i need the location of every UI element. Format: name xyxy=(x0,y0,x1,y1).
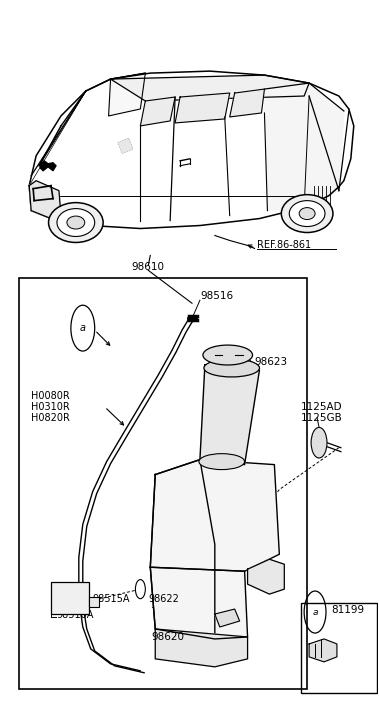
Text: 98622: 98622 xyxy=(148,594,179,604)
Circle shape xyxy=(135,579,145,599)
Ellipse shape xyxy=(67,216,85,229)
Text: 98623: 98623 xyxy=(255,357,288,367)
Polygon shape xyxy=(265,83,344,211)
Polygon shape xyxy=(309,639,337,662)
Polygon shape xyxy=(29,181,61,220)
Text: a: a xyxy=(312,608,318,616)
Text: REF.86-861: REF.86-861 xyxy=(257,241,312,251)
Text: H0080R: H0080R xyxy=(31,391,70,401)
Ellipse shape xyxy=(204,359,260,377)
Polygon shape xyxy=(109,73,145,116)
Text: 1125GB: 1125GB xyxy=(301,413,343,423)
Ellipse shape xyxy=(199,454,244,470)
FancyBboxPatch shape xyxy=(89,597,99,607)
Text: a: a xyxy=(80,323,86,333)
Polygon shape xyxy=(111,75,309,101)
Text: 98516: 98516 xyxy=(200,292,233,301)
Polygon shape xyxy=(150,459,215,639)
Text: H0310R: H0310R xyxy=(31,402,70,411)
Ellipse shape xyxy=(57,209,95,236)
Ellipse shape xyxy=(49,203,103,243)
Circle shape xyxy=(311,427,327,458)
Text: 98610: 98610 xyxy=(132,262,165,273)
Ellipse shape xyxy=(203,345,252,365)
Polygon shape xyxy=(175,93,230,123)
Polygon shape xyxy=(200,365,260,465)
Ellipse shape xyxy=(281,195,333,233)
Polygon shape xyxy=(40,161,56,171)
Polygon shape xyxy=(119,139,132,153)
Ellipse shape xyxy=(289,201,325,227)
Text: 98510A: 98510A xyxy=(56,610,93,620)
Text: H0820R: H0820R xyxy=(31,413,70,423)
Polygon shape xyxy=(140,97,175,126)
Text: 1125AD: 1125AD xyxy=(301,402,343,411)
Text: 98515A: 98515A xyxy=(93,594,130,604)
Polygon shape xyxy=(247,559,284,594)
Polygon shape xyxy=(215,609,240,627)
Polygon shape xyxy=(150,459,279,571)
Polygon shape xyxy=(150,567,247,639)
Polygon shape xyxy=(155,629,247,667)
Polygon shape xyxy=(230,89,265,117)
Text: 98620: 98620 xyxy=(152,632,185,642)
FancyBboxPatch shape xyxy=(51,582,89,614)
Text: 81199: 81199 xyxy=(331,605,364,615)
Ellipse shape xyxy=(299,208,315,220)
